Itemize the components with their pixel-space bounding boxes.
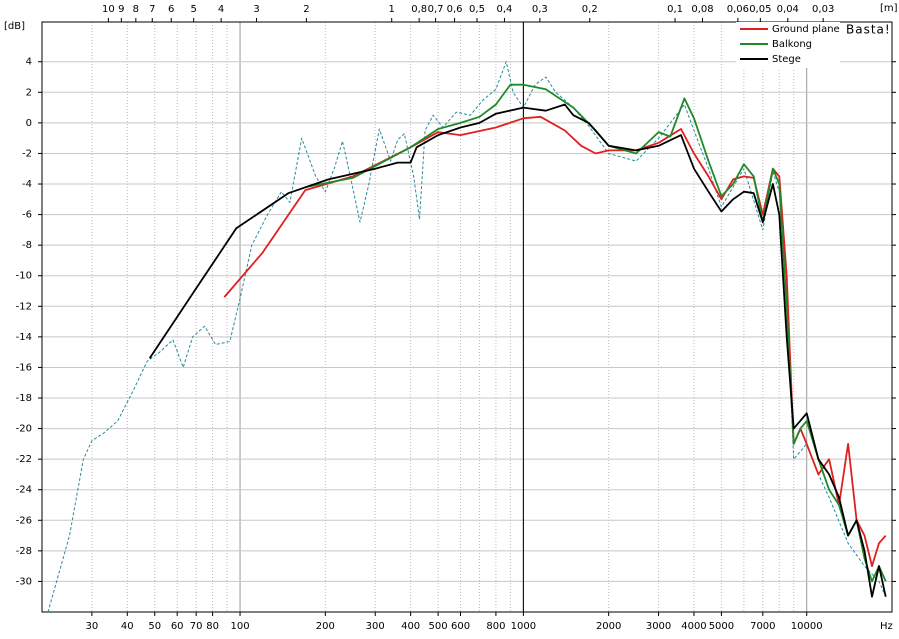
x-tick-label: 2000 — [596, 621, 621, 632]
top-tick-label: 0,08 — [691, 4, 713, 15]
y-tick-label: -28 — [16, 546, 32, 557]
y-tick-label: -8 — [22, 240, 32, 251]
legend-label: Ground plane — [772, 24, 840, 35]
y-tick-label: -6 — [22, 210, 32, 221]
top-tick-label: 4 — [218, 4, 224, 15]
x-tick-label: 60 — [171, 621, 184, 632]
y-tick-label: -4 — [22, 179, 32, 190]
y-tick-label: -30 — [16, 576, 32, 587]
top-tick-label: 8 — [133, 4, 139, 15]
x-tick-label: 200 — [316, 621, 335, 632]
x-tick-label: 400 — [401, 621, 420, 632]
x-tick-label: 5000 — [709, 621, 734, 632]
top-tick-label: 0,04 — [777, 4, 799, 15]
legend-label: Stege — [772, 54, 801, 65]
top-tick-label: 6 — [168, 4, 174, 15]
top-tick-label: 0,05 — [749, 4, 771, 15]
top-tick-label: 10 — [102, 4, 115, 15]
top-tick-label: 0,6 — [447, 4, 463, 15]
top-tick-label: 0,7 — [428, 4, 444, 15]
x-tick-label: 30 — [86, 621, 99, 632]
top-tick-label: 0,8 — [411, 4, 427, 15]
x-tick-label: 500 — [429, 621, 448, 632]
series-line — [148, 103, 887, 598]
x-tick-label: 7000 — [750, 621, 775, 632]
y-tick-label: -26 — [16, 515, 32, 526]
y-unit-label: [dB] — [4, 21, 25, 32]
y-tick-label: -14 — [16, 332, 32, 343]
x-tick-label: 800 — [486, 621, 505, 632]
top-unit-label: [m] — [880, 3, 898, 14]
y-tick-label: -10 — [16, 271, 32, 282]
watermark: Basta! — [846, 23, 891, 37]
series-line — [305, 83, 887, 583]
y-tick-label: -20 — [16, 424, 32, 435]
y-tick-label: -18 — [16, 393, 32, 404]
x-unit-label: Hz — [880, 621, 893, 632]
top-tick-label: 0,3 — [532, 4, 548, 15]
y-tick-label: -16 — [16, 362, 32, 373]
y-tick-label: 4 — [26, 57, 32, 68]
y-tick-label: 2 — [26, 87, 32, 98]
y-tick-label: -22 — [16, 454, 32, 465]
top-tick-label: 9 — [118, 4, 124, 15]
y-tick-label: -2 — [22, 148, 32, 159]
top-tick-label: 0,2 — [582, 4, 598, 15]
series-line — [47, 61, 887, 613]
x-tick-label: 4000 — [681, 621, 706, 632]
x-tick-label: 600 — [451, 621, 470, 632]
x-tick-label: 10000 — [791, 621, 823, 632]
y-tick-label: -24 — [16, 485, 32, 496]
x-tick-label: 3000 — [646, 621, 671, 632]
x-tick-label: 40 — [121, 621, 134, 632]
top-tick-label: 0,06 — [727, 4, 749, 15]
legend-label: Balkong — [772, 39, 812, 50]
plot-frame — [41, 21, 893, 613]
top-tick-label: 1 — [389, 4, 395, 15]
x-tick-label: 50 — [148, 621, 161, 632]
top-tick-label: 0,1 — [667, 4, 683, 15]
top-tick-label: 7 — [149, 4, 155, 15]
y-tick-label: 0 — [26, 118, 32, 129]
x-tick-label: 1000 — [511, 621, 536, 632]
top-tick-label: 0,03 — [812, 4, 834, 15]
x-tick-label: 300 — [366, 621, 385, 632]
top-tick-label: 3 — [253, 4, 259, 15]
y-tick-label: -12 — [16, 301, 32, 312]
top-tick-label: 0,5 — [469, 4, 485, 15]
x-tick-label: 70 — [190, 621, 203, 632]
x-tick-label: 80 — [206, 621, 219, 632]
top-tick-label: 5 — [190, 4, 196, 15]
top-tick-label: 0,4 — [497, 4, 513, 15]
x-tick-label: 100 — [230, 621, 249, 632]
top-tick-label: 2 — [303, 4, 309, 15]
